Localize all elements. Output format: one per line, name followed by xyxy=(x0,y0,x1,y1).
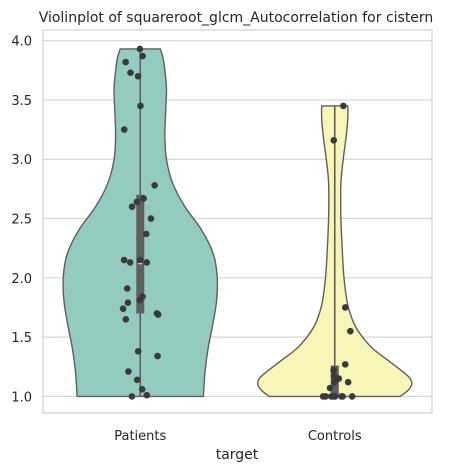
y-tick-label: 2.5 xyxy=(11,213,32,228)
violin-controls xyxy=(256,102,413,400)
violin-iqr-box xyxy=(136,194,145,314)
data-point xyxy=(341,304,349,311)
data-point xyxy=(128,393,136,400)
data-point xyxy=(133,376,141,384)
x-axis-label: target xyxy=(216,447,259,463)
data-point xyxy=(137,102,144,110)
data-point xyxy=(122,58,129,66)
y-tick-label: 4.0 xyxy=(11,35,32,50)
data-point xyxy=(136,297,144,304)
data-point xyxy=(341,361,349,368)
data-point xyxy=(339,393,346,400)
data-point xyxy=(124,299,132,307)
data-point xyxy=(319,393,327,400)
violins xyxy=(62,45,413,400)
data-point xyxy=(344,378,352,386)
data-point xyxy=(154,311,162,318)
data-point xyxy=(331,378,338,386)
y-axis-ticks: 1.0 1.5 2.0 2.5 3.0 3.5 4.0 xyxy=(11,35,32,406)
data-point xyxy=(348,393,356,400)
data-point xyxy=(331,393,339,400)
data-point xyxy=(347,327,354,335)
data-point xyxy=(134,348,142,355)
x-axis-ticks: Patients Controls xyxy=(114,429,362,444)
data-point xyxy=(138,385,146,393)
data-point xyxy=(134,72,142,80)
data-point xyxy=(123,285,131,292)
data-point xyxy=(340,102,347,110)
data-point xyxy=(147,215,155,222)
y-tick-label: 3.0 xyxy=(11,153,32,168)
data-point xyxy=(127,69,134,76)
data-point xyxy=(143,259,151,266)
data-point xyxy=(128,203,136,210)
data-point xyxy=(125,368,132,375)
y-tick-label: 1.5 xyxy=(11,331,32,346)
y-tick-label: 1.0 xyxy=(11,390,32,405)
data-point xyxy=(154,352,161,360)
x-tick-label: Controls xyxy=(308,429,362,444)
data-point xyxy=(126,259,134,266)
data-point xyxy=(142,230,150,238)
y-tick-label: 3.5 xyxy=(11,94,32,109)
violin-patients xyxy=(62,45,219,400)
data-point xyxy=(326,384,334,392)
data-point xyxy=(120,256,128,264)
data-point xyxy=(143,391,151,399)
data-point xyxy=(119,305,127,312)
data-point xyxy=(330,136,338,144)
data-point xyxy=(122,316,130,323)
data-point xyxy=(136,45,144,53)
x-tick-label: Patients xyxy=(114,429,166,444)
data-point xyxy=(139,52,146,60)
data-point xyxy=(151,182,158,189)
plot-frame xyxy=(42,29,433,414)
data-point xyxy=(120,126,128,133)
data-point xyxy=(335,375,343,382)
chart-title: Violinplot of squareroot_glcm_Autocorrel… xyxy=(39,10,434,26)
data-point xyxy=(136,256,144,264)
y-tick-label: 2.0 xyxy=(11,272,32,287)
data-point xyxy=(330,367,337,374)
data-point xyxy=(133,198,141,206)
data-point xyxy=(140,195,147,202)
